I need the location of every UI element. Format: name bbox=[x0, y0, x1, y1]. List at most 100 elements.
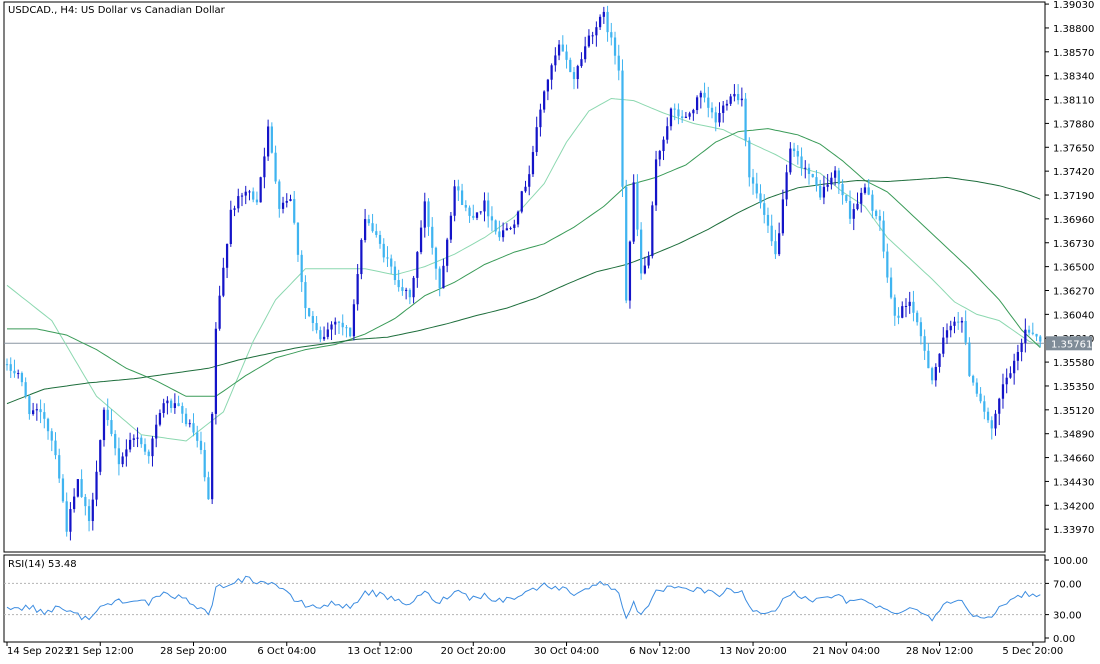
candle-body bbox=[54, 440, 57, 456]
candle-body bbox=[401, 287, 404, 291]
candle-body bbox=[24, 382, 27, 397]
candle bbox=[598, 14, 602, 31]
candle-body bbox=[128, 439, 132, 450]
candle bbox=[61, 474, 65, 503]
candle bbox=[393, 261, 397, 285]
candle-body bbox=[91, 499, 94, 522]
candle-body bbox=[584, 46, 587, 60]
candle-body bbox=[916, 312, 919, 323]
candle bbox=[468, 205, 471, 223]
candle-body bbox=[285, 200, 288, 203]
candle bbox=[804, 160, 807, 179]
candle bbox=[543, 90, 546, 113]
candle-body bbox=[643, 265, 646, 274]
candle-body bbox=[949, 325, 952, 331]
candle-body bbox=[39, 409, 42, 413]
price-tick-label: 1.36270 bbox=[1053, 286, 1094, 297]
candle bbox=[308, 307, 311, 318]
candle-body bbox=[945, 330, 949, 338]
candle bbox=[472, 204, 475, 221]
rsi-tick-label: 30.00 bbox=[1053, 611, 1082, 622]
candle bbox=[957, 311, 960, 330]
candle bbox=[505, 223, 508, 231]
candle bbox=[244, 185, 247, 205]
candle-body bbox=[576, 66, 579, 80]
candle bbox=[498, 220, 501, 241]
candle bbox=[87, 499, 91, 532]
candle-body bbox=[606, 11, 609, 33]
candle bbox=[945, 323, 949, 344]
candle-body bbox=[673, 108, 676, 110]
candle-body bbox=[248, 191, 251, 193]
candle bbox=[923, 329, 926, 360]
candle-body bbox=[423, 201, 426, 228]
candle-body bbox=[703, 92, 706, 98]
price-tick-label: 1.38110 bbox=[1053, 96, 1094, 107]
price-tick-label: 1.37880 bbox=[1053, 119, 1094, 130]
candle bbox=[763, 194, 766, 224]
candle-body bbox=[845, 195, 848, 201]
candle bbox=[751, 168, 755, 195]
candle bbox=[259, 176, 262, 203]
candle-body bbox=[774, 241, 777, 255]
candle bbox=[983, 395, 986, 420]
candle bbox=[136, 427, 139, 448]
candle-body bbox=[1013, 360, 1016, 374]
candle bbox=[494, 219, 497, 235]
candle bbox=[345, 325, 348, 338]
candle bbox=[304, 275, 307, 319]
candle-body bbox=[367, 219, 370, 224]
candle bbox=[572, 67, 576, 90]
candle bbox=[449, 211, 453, 243]
candle bbox=[434, 246, 438, 280]
candle bbox=[561, 35, 564, 52]
price-tick-label: 1.36500 bbox=[1053, 263, 1094, 274]
candle bbox=[587, 29, 591, 48]
candle-body bbox=[684, 116, 688, 119]
candle bbox=[975, 378, 978, 397]
candle bbox=[501, 222, 505, 242]
candle-body bbox=[882, 220, 885, 252]
candle-body bbox=[356, 274, 359, 305]
candle-body bbox=[363, 219, 367, 241]
candle-body bbox=[442, 265, 445, 289]
candle bbox=[565, 44, 568, 69]
candle-body bbox=[1001, 384, 1005, 399]
candle-body bbox=[830, 177, 833, 185]
time-tick-label: 20 Oct 20:00 bbox=[441, 646, 506, 657]
candle bbox=[710, 102, 714, 119]
current-price-label: 1.35761 bbox=[1051, 339, 1092, 350]
price-tick-label: 1.34890 bbox=[1053, 430, 1094, 441]
candle-body bbox=[610, 32, 613, 38]
candle bbox=[73, 488, 76, 513]
candle-body bbox=[688, 113, 691, 117]
candle-body bbox=[117, 448, 121, 465]
candle bbox=[237, 188, 240, 213]
candle-body bbox=[1039, 336, 1042, 342]
candle-body bbox=[837, 170, 840, 185]
candle bbox=[39, 399, 42, 424]
current-price-badge bbox=[1046, 336, 1092, 351]
candle-body bbox=[5, 364, 9, 366]
candle bbox=[621, 59, 624, 198]
candle-body bbox=[983, 401, 986, 412]
candle bbox=[792, 142, 796, 157]
candle bbox=[953, 316, 956, 334]
price-tick-label: 1.38340 bbox=[1053, 72, 1094, 83]
candle-body bbox=[524, 186, 527, 192]
candle-body bbox=[382, 243, 385, 258]
candle bbox=[151, 436, 154, 467]
candle-body bbox=[509, 227, 512, 229]
candle-body bbox=[229, 209, 232, 245]
candle-body bbox=[315, 323, 318, 331]
candle-body bbox=[681, 116, 684, 119]
candle-body bbox=[84, 496, 87, 507]
candle-body bbox=[345, 327, 348, 329]
candle bbox=[509, 226, 512, 231]
candle bbox=[580, 52, 583, 68]
candle bbox=[326, 322, 329, 340]
candle-body bbox=[957, 321, 960, 323]
candle-body bbox=[807, 167, 811, 174]
